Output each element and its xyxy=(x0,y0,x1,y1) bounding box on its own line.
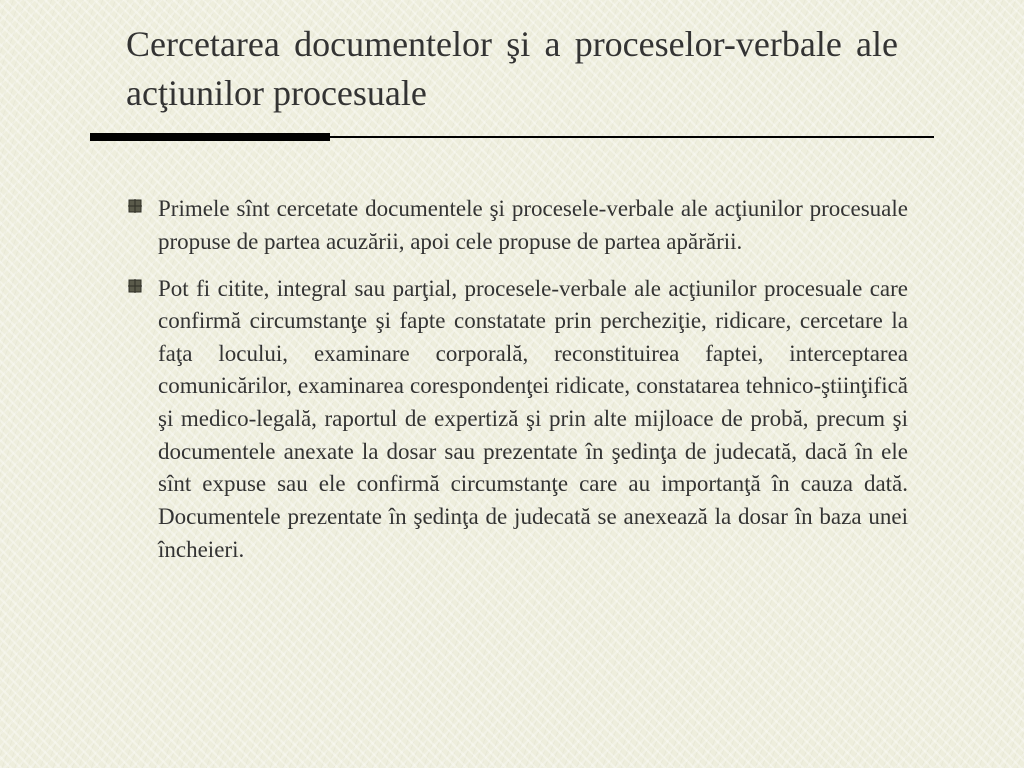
bullet-icon xyxy=(128,199,142,213)
list-item-text: Primele sînt cercetate documentele şi pr… xyxy=(158,196,908,254)
bullet-icon xyxy=(128,279,142,293)
list-item: Primele sînt cercetate documentele şi pr… xyxy=(116,193,908,258)
slide-title: Cercetarea documentelor şi a proceselor-… xyxy=(90,20,934,131)
slide: Cercetarea documentelor şi a proceselor-… xyxy=(0,0,1024,768)
list-item-text: Pot fi citite, integral sau parţial, pro… xyxy=(158,276,908,562)
body-list: Primele sînt cercetate documentele şi pr… xyxy=(90,193,934,566)
title-underline-thick xyxy=(90,133,330,141)
title-underline xyxy=(90,133,934,141)
list-item: Pot fi citite, integral sau parţial, pro… xyxy=(116,273,908,567)
